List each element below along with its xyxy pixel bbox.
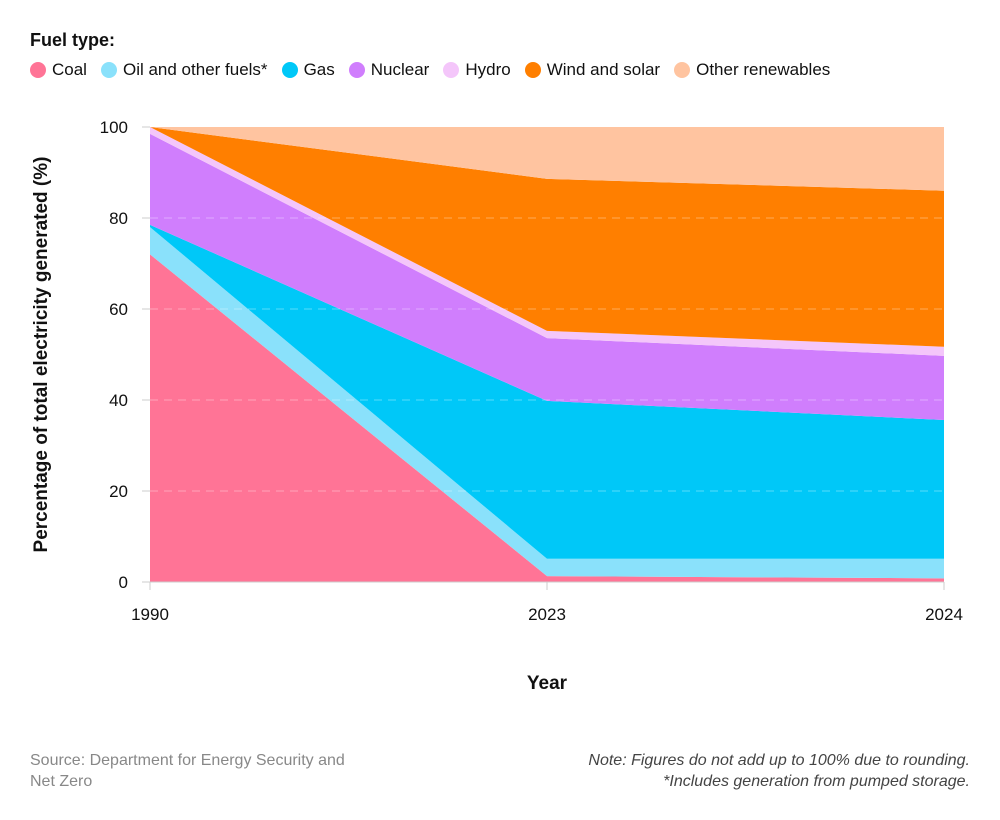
x-tick-label: 2023 <box>528 605 566 624</box>
y-tick-label: 40 <box>109 391 128 410</box>
plot-area: 0 20 40 60 80 100 1990 2023 2024 Year Percentage o… <box>31 118 963 694</box>
legend-item: Oil and other fuels* <box>100 60 268 80</box>
legend-item: Gas <box>281 60 335 80</box>
x-tick-label: 1990 <box>131 605 169 624</box>
area-wind-and-solar <box>150 127 944 347</box>
y-axis-label: Percentage of total electricity generate… <box>31 157 52 553</box>
legend-label: Hydro <box>465 60 511 79</box>
legend-label: Nuclear <box>370 60 430 79</box>
y-tick-label: 80 <box>109 209 128 228</box>
source-text: Source: Department for Energy Security a… <box>30 752 345 790</box>
legend-title: Fuel type: <box>30 30 116 50</box>
legend-label: Oil and other fuels* <box>122 60 268 79</box>
legend-swatch <box>30 62 46 78</box>
legend-label: Gas <box>303 60 335 79</box>
legend-label: Wind and solar <box>546 60 661 79</box>
legend-swatch <box>100 62 117 78</box>
legend-item: Wind and solar <box>524 60 661 80</box>
area-other-renewables <box>150 127 944 191</box>
legend-swatch <box>348 62 365 78</box>
y-tick-label: 0 <box>119 573 128 592</box>
legend-swatch <box>443 62 460 78</box>
y-tick-label: 100 <box>100 118 128 137</box>
note-line-2: *Includes generation from pumped storage… <box>663 773 970 790</box>
area-nuclear <box>150 133 944 421</box>
legend-swatch <box>674 62 691 78</box>
y-tick-label: 60 <box>109 300 128 319</box>
note-line-1: Note: Figures do not add up to 100% due … <box>588 752 970 769</box>
legend-swatch <box>281 62 298 78</box>
legend-label: Other renewables <box>696 60 831 79</box>
legend-item: Hydro <box>443 60 511 80</box>
area-gas <box>150 224 944 559</box>
legend-item: Coal <box>30 60 87 80</box>
legend-swatch <box>524 62 541 78</box>
y-tick-label: 20 <box>109 482 128 501</box>
legend-label: Coal <box>52 60 87 79</box>
legend-item: Nuclear <box>348 60 430 80</box>
legend: Coal Oil and other fuels* Gas Nuclear Hydro W… <box>30 60 844 80</box>
note-text: Note: Figures do not add up to 100% due … <box>588 750 970 792</box>
x-axis-label: Year <box>527 673 568 694</box>
legend-item: Other renewables <box>674 60 830 80</box>
area-coal <box>150 254 944 582</box>
x-tick-label: 2024 <box>925 605 963 624</box>
